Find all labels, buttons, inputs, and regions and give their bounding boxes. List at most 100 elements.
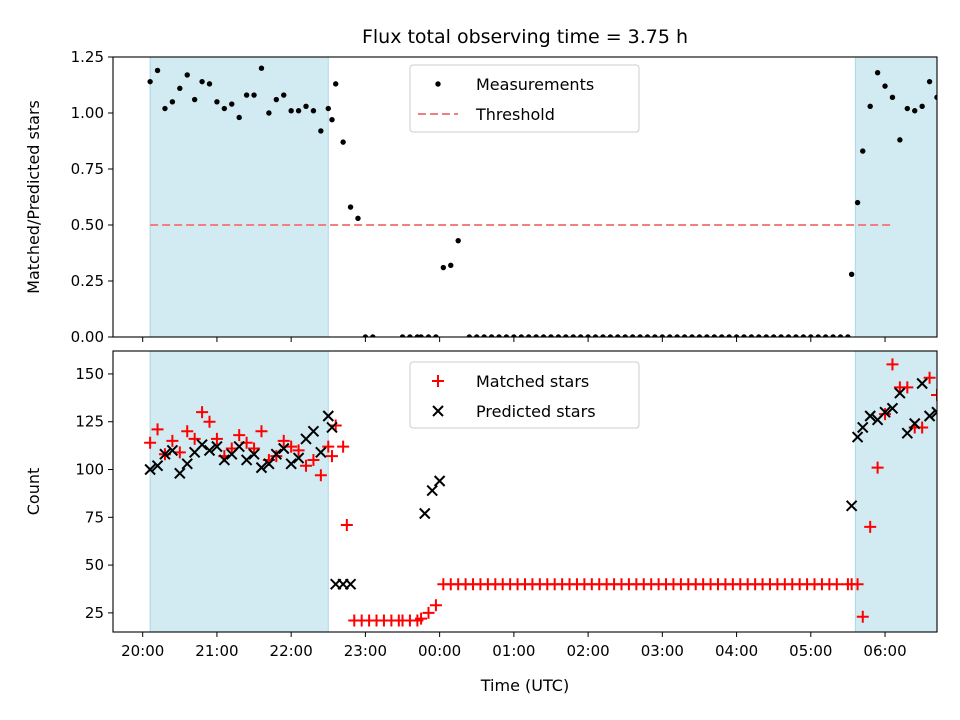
observing-window-0 — [149, 351, 329, 632]
measurement-point — [440, 264, 447, 271]
measurement-point — [874, 69, 881, 76]
matched-point — [225, 442, 238, 455]
measurement-point — [585, 334, 591, 337]
legend-label: Threshold — [475, 105, 555, 124]
measurement-point — [778, 334, 784, 337]
matched-point — [325, 450, 338, 463]
measurement-point — [674, 334, 680, 337]
measurement-point — [637, 334, 643, 337]
matched-point — [415, 612, 428, 625]
measurement-point — [652, 334, 658, 337]
matched-point — [942, 391, 954, 403]
measurement-point — [837, 334, 844, 337]
matched-point — [429, 599, 442, 612]
matched-point — [203, 415, 216, 428]
predicted-point — [255, 461, 268, 474]
measurement-point — [830, 334, 836, 337]
predicted-point — [159, 448, 171, 460]
matched-point — [285, 440, 298, 453]
predicted-point — [292, 452, 305, 464]
measurement-point — [251, 92, 257, 98]
matched-point — [322, 440, 335, 453]
y-axis-label: Count — [24, 468, 43, 516]
legend: Matched stars Predicted stars — [409, 361, 640, 429]
measurement-point — [555, 334, 562, 337]
legend-marker-predicted — [432, 405, 444, 417]
measurement-point — [733, 334, 740, 337]
measurement-point — [704, 334, 710, 337]
predicted-point — [939, 388, 949, 398]
measurement-point — [169, 99, 176, 105]
measurement-point — [147, 78, 153, 85]
series-predicted-stars — [144, 377, 953, 590]
y-tick-label: 0.50 — [71, 216, 104, 234]
matched-point — [300, 459, 313, 472]
predicted-point — [218, 454, 231, 466]
measurement-point — [355, 215, 361, 221]
legend-frame — [409, 64, 640, 133]
measurement-point — [845, 334, 851, 337]
x-tick-label: 03:00 — [641, 642, 684, 660]
measurement-point — [418, 334, 424, 337]
measurement-point — [848, 271, 855, 277]
measurement-point — [696, 334, 703, 337]
measurement-point — [615, 334, 621, 337]
matched-point — [830, 578, 843, 591]
matched-point — [886, 358, 899, 371]
matched-point — [950, 399, 960, 411]
measurement-point — [629, 334, 636, 337]
matched-point — [292, 444, 305, 457]
x-tick-label: 05:00 — [789, 642, 832, 660]
axes-frame — [112, 56, 938, 338]
y-tick-label: 0.00 — [71, 328, 104, 346]
matched-point — [173, 446, 186, 459]
predicted-point — [909, 417, 921, 430]
measurement-point — [362, 334, 369, 337]
measurement-point — [266, 110, 272, 116]
measurement-point — [303, 103, 309, 109]
measurement-point — [800, 334, 807, 337]
measurement-point — [281, 92, 287, 98]
predicted-point — [203, 444, 216, 457]
measurement-point — [433, 334, 439, 337]
observing-window-1 — [854, 351, 937, 632]
measurement-point — [370, 334, 376, 337]
predicted-point — [943, 398, 953, 408]
matched-point — [166, 434, 179, 447]
predicted-point — [315, 446, 327, 459]
measurement-point — [577, 334, 584, 337]
y-tick-label: 0.75 — [71, 160, 104, 178]
legend-marker-matched — [432, 375, 444, 387]
measurement-point — [496, 334, 502, 337]
predicted-point — [151, 459, 164, 472]
predicted-point — [344, 578, 357, 590]
predicted-point — [307, 425, 320, 437]
measurement-point — [333, 81, 339, 87]
x-tick-label: 06:00 — [863, 642, 906, 660]
measurement-point — [258, 65, 265, 71]
measurement-point — [785, 334, 792, 337]
ratio-panel: 0.00 0.25 0.50 0.75 1.00 1.25 Matched/Predicte… — [24, 48, 938, 346]
predicted-point — [894, 387, 906, 399]
measurement-point — [229, 101, 235, 107]
predicted-point — [285, 458, 297, 470]
matched-point — [144, 436, 157, 449]
y-tick-label: 25 — [85, 604, 104, 622]
measurement-point — [622, 334, 628, 337]
measurement-point — [815, 334, 821, 337]
measurement-point — [214, 99, 220, 105]
predicted-point — [864, 410, 876, 422]
measurement-point — [199, 78, 205, 85]
matched-point — [329, 419, 342, 432]
y-axis-label: Matched/Predicted stars — [24, 100, 43, 294]
measurement-point — [719, 334, 725, 337]
measurement-point — [667, 334, 673, 337]
measurement-point — [756, 334, 762, 337]
matched-point — [196, 406, 209, 419]
measurement-point — [455, 237, 461, 244]
matched-point — [255, 425, 268, 438]
measurement-point — [592, 334, 599, 337]
measurement-point — [340, 139, 346, 145]
x-axis-label: Time (UTC) — [480, 676, 569, 695]
y-tick-label: 150 — [75, 365, 104, 383]
